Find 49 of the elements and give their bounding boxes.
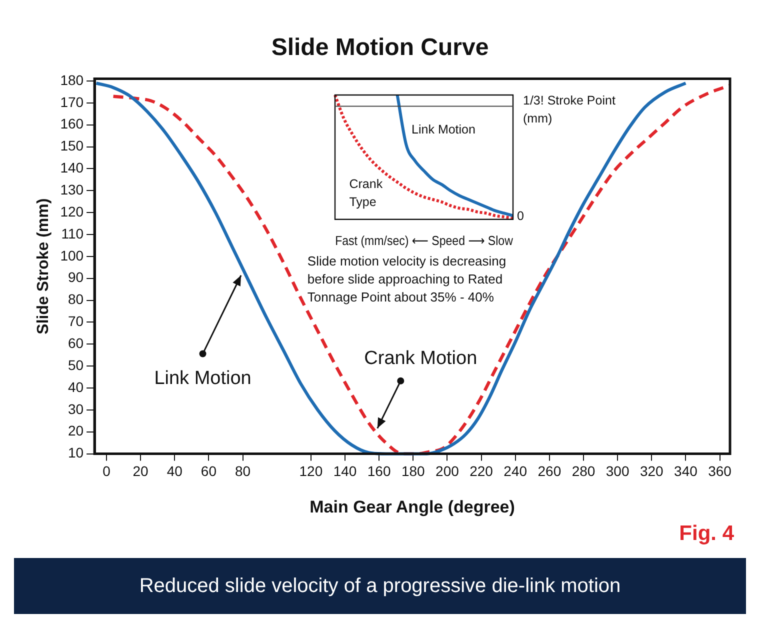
x-tick-label: 340 bbox=[674, 463, 698, 480]
y-tick-label: 170 bbox=[60, 94, 84, 110]
x-tick-label: 120 bbox=[299, 463, 323, 480]
y-tick-label: 180 bbox=[60, 72, 84, 88]
annotation: Crank Motion bbox=[364, 348, 478, 370]
chart-title: Slide Motion Curve bbox=[271, 34, 489, 62]
annotation: 0 bbox=[517, 208, 524, 223]
x-tick-label: 160 bbox=[367, 463, 391, 480]
y-tick-label: 160 bbox=[60, 116, 84, 132]
x-tick-label: 180 bbox=[401, 463, 426, 480]
ref-line-label: 1/3! Stroke Point (mm) bbox=[523, 93, 616, 126]
text: Reduced slide velocity of a progressive die-link motion bbox=[14, 558, 746, 614]
series-label: Link Motion bbox=[412, 122, 476, 136]
x-tick-label: 240 bbox=[504, 463, 528, 480]
y-tick-label: 60 bbox=[68, 335, 84, 352]
y-tick-label: 20 bbox=[68, 422, 84, 439]
x-tick-label: 300 bbox=[606, 463, 630, 480]
x-axis-title: Fast (mm/sec) ⟵ Speed ⟶ Slow bbox=[335, 233, 514, 248]
x-tick-label: 0 bbox=[102, 463, 111, 480]
x-tick-label: 140 bbox=[333, 463, 357, 480]
caption: Fig. 4 bbox=[679, 522, 734, 546]
y-tick-label: 90 bbox=[68, 269, 84, 286]
x-tick-label: 260 bbox=[538, 463, 562, 480]
annotation: Link Motion bbox=[154, 368, 252, 390]
y-tick-label: 120 bbox=[60, 203, 84, 220]
y-axis-title: Slide Stroke (mm) bbox=[35, 198, 52, 334]
x-tick-label: 20 bbox=[132, 463, 149, 480]
x-tick-label: 360 bbox=[708, 463, 732, 480]
annotation: Slide motion velocity is decreasing before slide approaching to Rated Tonnage Point about 35% - 40% bbox=[307, 253, 506, 304]
y-tick-label: 110 bbox=[61, 225, 84, 242]
y-tick-label: 130 bbox=[60, 182, 84, 198]
y-tick-label: 40 bbox=[68, 378, 84, 395]
y-tick-label: 80 bbox=[68, 291, 84, 308]
x-tick-label: 220 bbox=[470, 463, 494, 480]
x-tick-label: 80 bbox=[234, 463, 251, 480]
series-label: Crank Type bbox=[349, 177, 384, 210]
y-tick-label: 70 bbox=[68, 313, 84, 330]
x-tick-label: 40 bbox=[166, 463, 183, 480]
y-tick-label: 10 bbox=[68, 444, 84, 461]
x-tick-label: 200 bbox=[436, 463, 460, 480]
y-tick-label: 140 bbox=[60, 160, 84, 176]
y-tick-label: 50 bbox=[68, 356, 84, 373]
x-tick-label: 280 bbox=[572, 463, 596, 480]
y-tick-label: 150 bbox=[60, 138, 84, 154]
x-axis-title: Main Gear Angle (degree) bbox=[310, 497, 515, 516]
x-tick-label: 60 bbox=[200, 463, 217, 480]
x-tick-label: 320 bbox=[640, 463, 664, 480]
y-tick-label: 30 bbox=[68, 400, 84, 417]
y-tick-label: 100 bbox=[60, 247, 84, 264]
